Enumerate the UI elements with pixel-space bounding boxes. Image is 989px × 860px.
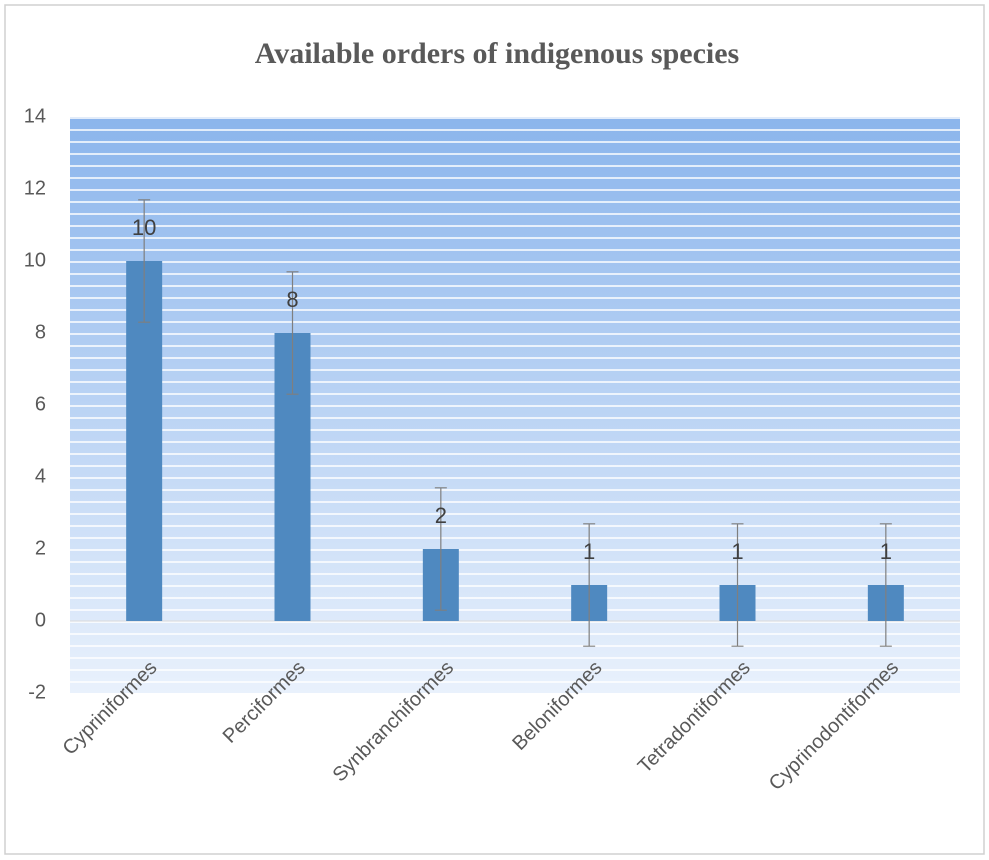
plot-stripes: [70, 117, 960, 693]
error-bar: [879, 523, 892, 647]
data-label: 1: [583, 539, 595, 564]
data-label: 8: [286, 287, 298, 312]
chart-title: Available orders of indigenous species: [255, 37, 739, 70]
y-tick-label: -2: [28, 681, 46, 703]
error-bar: [286, 271, 299, 395]
y-tick-label: 0: [35, 609, 46, 631]
error-bar: [583, 523, 596, 647]
y-tick-label: 2: [35, 537, 46, 559]
y-tick-label: 8: [35, 321, 46, 343]
data-label: 10: [132, 215, 156, 240]
error-bar: [138, 199, 151, 323]
error-bar: [731, 523, 744, 647]
y-tick-label: 14: [24, 105, 46, 127]
data-label: 1: [731, 539, 743, 564]
y-tick-label: 4: [35, 465, 46, 487]
y-tick-label: 12: [24, 177, 46, 199]
data-label: 2: [435, 503, 447, 528]
data-label: 1: [880, 539, 892, 564]
y-tick-label: 10: [24, 249, 46, 271]
y-tick-label: 6: [35, 393, 46, 415]
error-bar: [434, 487, 447, 611]
